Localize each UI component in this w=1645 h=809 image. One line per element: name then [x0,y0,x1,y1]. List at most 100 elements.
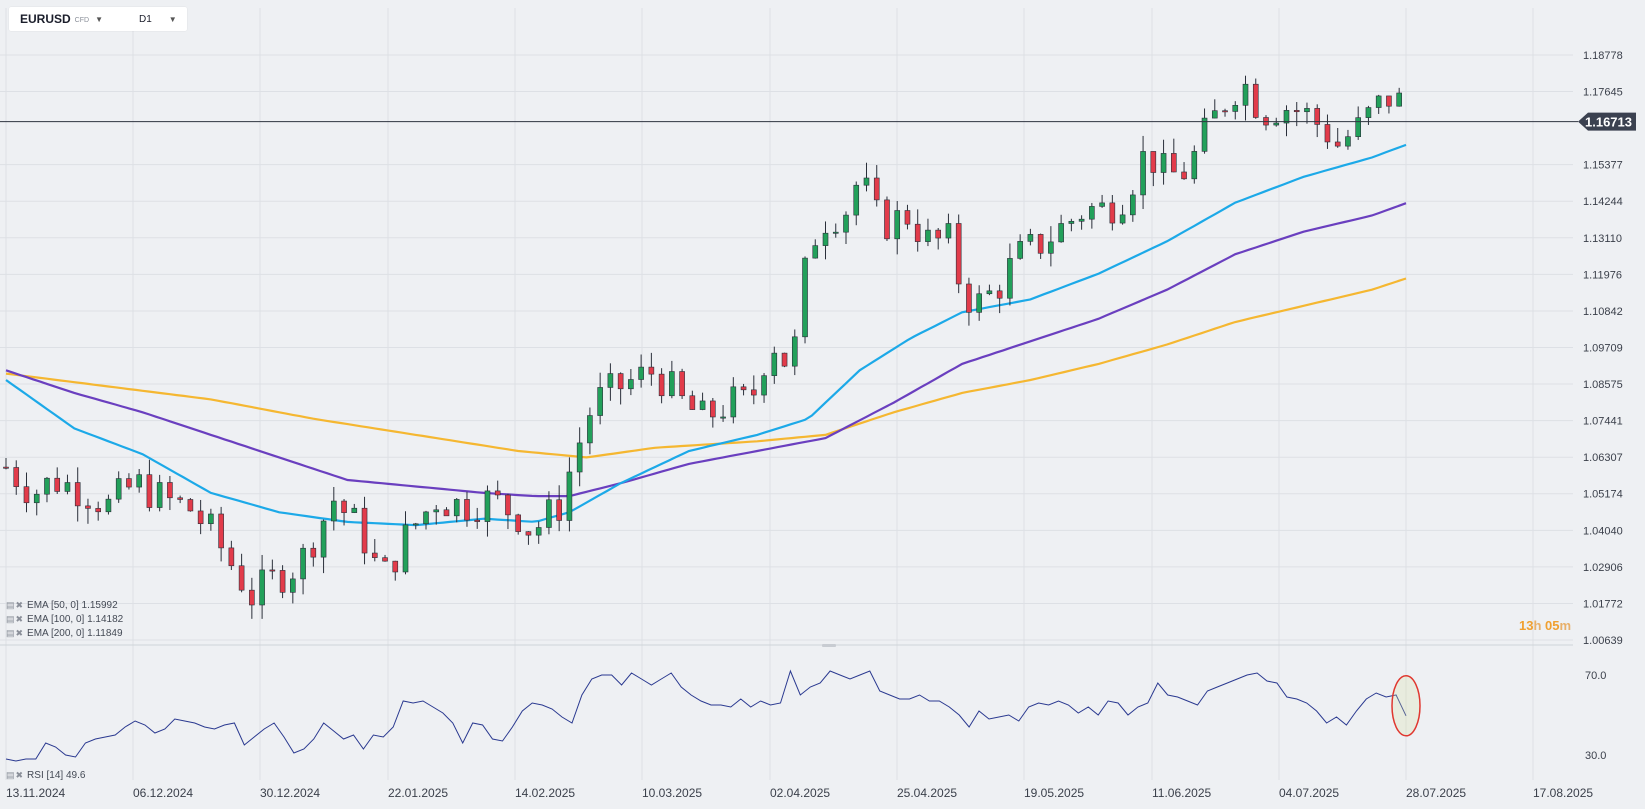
legend-rsi[interactable]: ▤✖ RSI [14] 49.6 [6,770,85,781]
candle-body[interactable] [126,478,132,488]
candle-body[interactable] [1304,108,1310,113]
candle-body[interactable] [710,400,716,418]
legend-ema-100[interactable]: ▤✖ EMA [100, 0] 1.14182 [6,614,123,625]
candle-body[interactable] [505,494,511,516]
candle-body[interactable] [853,184,860,216]
candle-body[interactable] [197,510,204,525]
candle-body[interactable] [156,482,163,508]
candle-body[interactable] [1232,105,1239,112]
timeframe-label[interactable]: D1 [138,13,152,25]
candle-body[interactable] [873,177,880,201]
candle-body[interactable] [597,387,603,416]
candle-body[interactable] [1211,110,1218,119]
chevron-down-icon[interactable]: ▼ [95,14,103,24]
candle-body[interactable] [279,570,286,593]
candle-body[interactable] [587,415,593,444]
candle-body[interactable] [1130,194,1136,216]
settings-close-icon[interactable]: ▤✖ [6,614,25,624]
candle-body[interactable] [761,375,767,396]
candle-body[interactable] [238,565,245,591]
candle-body[interactable] [525,531,532,536]
candle-body[interactable] [1058,223,1064,243]
candle-body[interactable] [832,231,839,234]
candle-body[interactable] [658,373,665,397]
candle-body[interactable] [351,507,358,513]
symbol-selector[interactable]: EURUSD CFD ▼ D1 ▼ [9,7,187,31]
candle-body[interactable] [955,223,962,285]
candle-body[interactable] [310,547,317,558]
settings-close-icon[interactable]: ▤✖ [6,770,25,780]
candle-body[interactable] [1252,83,1259,118]
candle-body[interactable] [423,511,429,525]
candle-body[interactable] [1181,171,1187,180]
candle-body[interactable] [136,474,142,488]
candle-body[interactable] [1089,206,1095,220]
candle-body[interactable] [1068,220,1075,224]
candle-body[interactable] [638,366,644,380]
candle-body[interactable] [269,569,276,572]
candle-body[interactable] [1375,95,1382,108]
candle-body[interactable] [966,283,972,313]
candle-body[interactable] [976,293,982,313]
candle-body[interactable] [751,389,757,396]
candle-body[interactable] [607,373,614,388]
candle-body[interactable] [935,229,941,239]
candle-body[interactable] [331,500,337,522]
candle-body[interactable] [843,214,849,233]
candle-body[interactable] [1396,92,1402,107]
candle-body[interactable] [228,547,235,567]
candle-body[interactable] [371,552,378,558]
candle-body[interactable] [720,416,726,419]
candle-body[interactable] [986,290,993,295]
candle-body[interactable] [341,500,347,513]
candle-body[interactable] [730,386,737,418]
candle-body[interactable] [443,509,450,517]
candle-body[interactable] [249,589,255,606]
candle-body[interactable] [1037,234,1044,254]
candle-body[interactable] [802,257,808,338]
candle-body[interactable] [689,395,696,410]
candle-body[interactable] [576,442,583,473]
candle-body[interactable] [146,474,153,508]
candle-body[interactable] [669,371,675,397]
candle-body[interactable] [23,486,30,504]
candle-body[interactable] [628,379,634,390]
candle-body[interactable] [474,519,481,522]
candle-body[interactable] [1191,151,1198,180]
candle-body[interactable] [1293,110,1300,113]
candle-body[interactable] [1007,258,1013,299]
candle-body[interactable] [177,497,183,500]
candle-body[interactable] [535,527,542,536]
candle-body[interactable] [648,366,655,375]
candle-body[interactable] [1048,241,1054,254]
candle-body[interactable] [33,493,40,504]
candle-body[interactable] [812,245,819,259]
candle-body[interactable] [996,290,1003,299]
candle-body[interactable] [1150,151,1157,173]
candle-body[interactable] [1201,117,1208,152]
candle-body[interactable] [1273,122,1280,126]
candle-body[interactable] [904,210,911,225]
candle-body[interactable] [1222,110,1228,113]
legend-ema-200[interactable]: ▤✖ EMA [200, 0] 1.11849 [6,628,123,639]
candle-body[interactable] [402,524,409,573]
candle-body[interactable] [115,478,122,500]
candle-body[interactable] [320,520,327,558]
candle-body[interactable] [791,336,798,367]
candle-body[interactable] [1283,110,1290,124]
candle-body[interactable] [74,482,81,507]
candle-body[interactable] [546,499,552,528]
candle-body[interactable] [208,513,214,525]
candle-body[interactable] [1334,141,1341,147]
candle-body[interactable] [781,352,788,367]
candle-body[interactable] [3,466,9,469]
candle-body[interactable] [64,482,71,492]
candle-body[interactable] [884,199,890,240]
candle-body[interactable] [1140,151,1146,196]
candle-body[interactable] [464,499,470,521]
candle-body[interactable] [54,477,61,492]
chevron-down-icon[interactable]: ▼ [168,14,177,24]
candle-body[interactable] [699,400,706,410]
settings-close-icon[interactable]: ▤✖ [6,600,25,610]
candle-body[interactable] [361,507,368,554]
